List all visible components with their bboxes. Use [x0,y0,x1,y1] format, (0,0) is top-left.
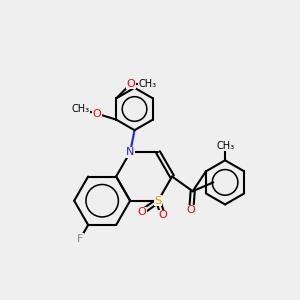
Text: O: O [187,206,196,215]
Text: CH₃: CH₃ [138,79,156,89]
Text: O: O [93,109,101,119]
Text: N: N [126,147,134,157]
Text: CH₃: CH₃ [72,104,90,114]
Text: O: O [127,79,135,89]
Text: F: F [77,234,83,244]
Text: CH₃: CH₃ [216,141,234,151]
Text: O: O [137,207,146,217]
Text: O: O [159,210,167,220]
Text: S: S [154,196,162,206]
